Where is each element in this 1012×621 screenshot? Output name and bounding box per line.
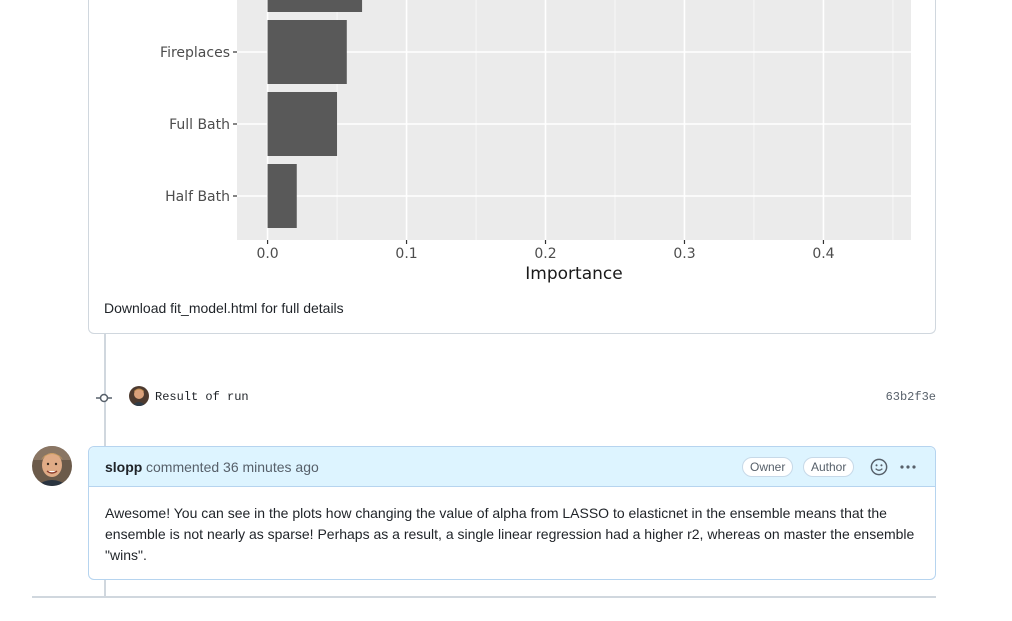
x-tick-label: 0.1 (395, 246, 417, 262)
x-tick-label: 0.2 (534, 246, 556, 262)
x-axis-label: Importance (525, 264, 622, 284)
plot-panel (237, 0, 911, 240)
comment-timestamp[interactable]: commented 36 minutes ago (146, 459, 319, 475)
timeline-line (104, 580, 106, 596)
commit-row: Result of run 63b2f3e (88, 384, 936, 412)
x-tick-label: 0.0 (256, 246, 278, 262)
bar-partial (267, 0, 363, 12)
y-tick-label: Full Bath (169, 117, 230, 133)
commit-node-icon (96, 393, 112, 403)
x-tick-label: 0.3 (673, 246, 695, 262)
importance-chart: Fireplaces Full Bath Half Bath 0.0 0.1 0.2 0.3… (160, 0, 911, 284)
avatar[interactable] (32, 446, 72, 486)
timeline-line (104, 334, 106, 446)
bar (267, 20, 347, 84)
x-tick-label: 0.4 (812, 246, 834, 262)
owner-badge: Owner (742, 457, 794, 477)
comment: slopp commented 36 minutes ago Owner Aut… (88, 446, 936, 580)
commit-message[interactable]: Result of run (155, 390, 249, 404)
bar (267, 164, 297, 228)
comment-author[interactable]: slopp (105, 459, 143, 475)
avatar[interactable] (129, 386, 149, 406)
timeline-end-divider (32, 596, 936, 598)
kebab-horizontal-icon[interactable] (898, 457, 918, 477)
y-tick-label: Half Bath (165, 189, 230, 205)
y-tick-label: Fireplaces (160, 45, 230, 61)
author-badge: Author (803, 457, 855, 477)
download-note: Download fit_model.html for full details (104, 300, 344, 316)
smiley-icon[interactable] (870, 458, 888, 476)
commit-sha[interactable]: 63b2f3e (885, 390, 936, 404)
comment-body: Awesome! You can see in the plots how ch… (105, 505, 915, 563)
bar (267, 92, 338, 156)
comment-header: slopp commented 36 minutes ago Owner Aut… (89, 447, 935, 487)
